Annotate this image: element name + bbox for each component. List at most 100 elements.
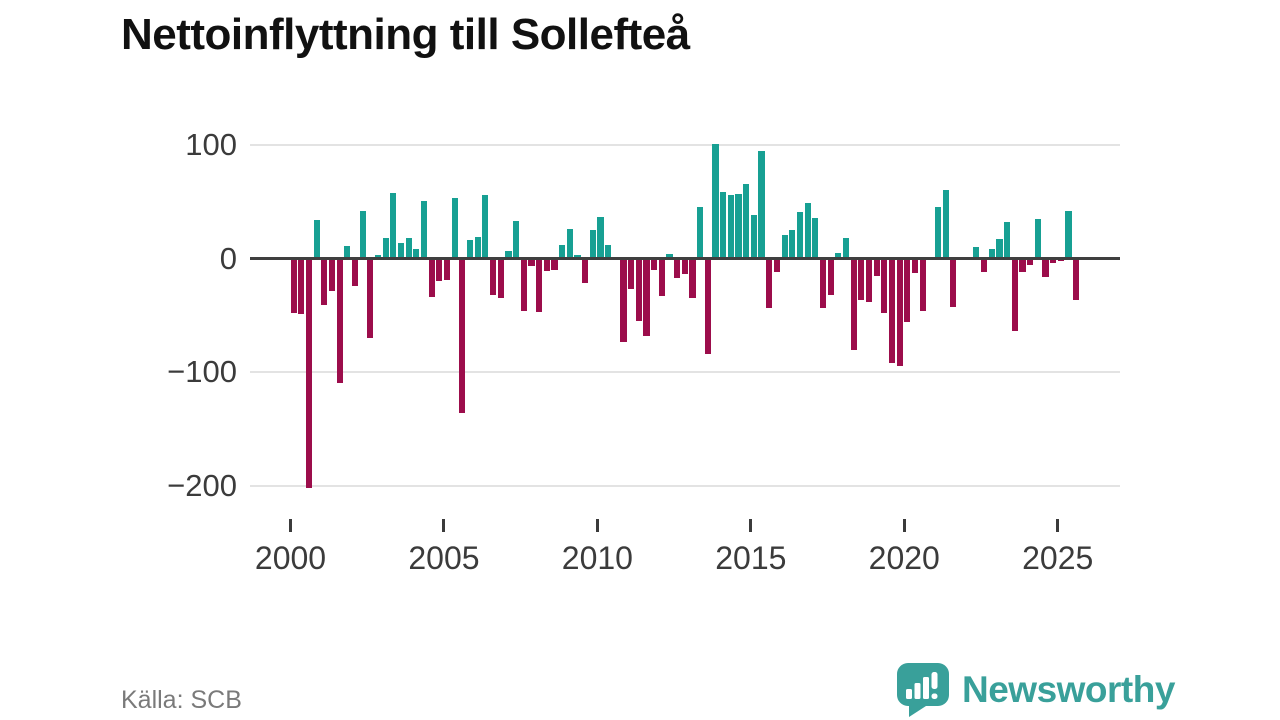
bar-2002-Q1 (351, 258, 359, 286)
bar-2007-Q4 (528, 258, 535, 267)
bar-2005-Q3 (459, 258, 466, 413)
bar-2016-Q4 (804, 202, 811, 259)
bar-2023-Q4 (1019, 258, 1026, 273)
bar-2016-Q3 (796, 211, 804, 259)
bar-2021-Q1 (934, 207, 942, 259)
bar-2020-Q2 (911, 258, 919, 274)
bar-2017-Q4 (835, 252, 842, 259)
bar-2018-Q2 (850, 258, 857, 351)
bar-2013-Q1 (689, 258, 696, 299)
newsworthy-brand: Newsworthy (896, 662, 1175, 718)
bar-chart-speech-bubble-icon (897, 663, 949, 717)
bar-2023-Q3 (1011, 258, 1018, 332)
bar-2011-Q3 (643, 258, 650, 336)
bar-2008-Q1 (536, 258, 543, 312)
bar-2009-Q2 (574, 255, 581, 259)
y-axis-label--200: −200 (167, 467, 237, 503)
bar-2009-Q3 (582, 258, 589, 284)
bar-2008-Q3 (551, 258, 558, 270)
bar-2003-Q3 (397, 242, 405, 259)
bar-2017-Q2 (819, 258, 827, 309)
gridline-100 (250, 144, 1120, 146)
y-axis-label--100: −100 (167, 354, 237, 389)
bar-2011-Q2 (635, 258, 642, 321)
bar-2008-Q4 (559, 244, 566, 259)
zero-axis-line (250, 257, 1120, 260)
bar-2010-Q2 (605, 244, 612, 259)
bar-2000-Q4 (313, 219, 320, 259)
bar-2024-Q1 (1027, 258, 1034, 266)
bar-2012-Q2 (666, 253, 673, 259)
bar-2024-Q3 (1042, 258, 1049, 277)
x-axis-label-2015: 2015 (715, 540, 787, 576)
bar-2003-Q4 (405, 238, 412, 259)
bar-2006-Q4 (497, 258, 504, 299)
gridline--200 (250, 484, 1120, 487)
bar-2019-Q2 (881, 258, 888, 313)
bar-2022-Q3 (980, 258, 988, 273)
bar-2013-Q3 (704, 258, 711, 354)
bar-2025-Q2 (1065, 210, 1072, 259)
x-axis-tick-2010 (595, 519, 599, 532)
bar-2014-Q3 (735, 193, 742, 259)
x-axis-tick-2015 (749, 519, 753, 532)
bar-2007-Q3 (520, 258, 527, 311)
source-label: Källa: SCB (121, 686, 242, 714)
bar-2006-Q2 (482, 194, 489, 259)
bar-2014-Q2 (727, 194, 734, 259)
x-axis-label-2010: 2010 (561, 540, 633, 576)
bar-2010-Q4 (620, 258, 627, 343)
x-axis-tick-2025 (1056, 519, 1060, 532)
bar-2006-Q1 (474, 236, 481, 259)
bar-2009-Q1 (566, 228, 573, 259)
bar-2005-Q1 (443, 258, 451, 281)
bar-2012-Q4 (681, 258, 688, 275)
bar-2006-Q3 (489, 258, 497, 295)
x-axis-label-2025: 2025 (1022, 540, 1094, 576)
bar-2015-Q3 (766, 258, 773, 309)
bar-2005-Q4 (466, 240, 474, 259)
bar-2022-Q4 (988, 249, 995, 259)
bar-2014-Q4 (743, 183, 750, 259)
bar-2003-Q1 (382, 238, 389, 259)
bar-2018-Q4 (865, 258, 873, 302)
bar-2000-Q2 (298, 258, 305, 315)
bar-2012-Q1 (658, 258, 665, 296)
bar-2002-Q4 (374, 255, 382, 259)
y-axis-label-100: 100 (185, 127, 237, 162)
bar-2004-Q3 (428, 258, 435, 298)
bar-2016-Q2 (789, 230, 796, 259)
bar-2013-Q4 (712, 143, 719, 259)
bar-2002-Q2 (359, 210, 366, 259)
bar-2023-Q1 (996, 239, 1003, 259)
bar-2015-Q2 (758, 150, 765, 259)
bar-2015-Q4 (773, 258, 781, 273)
bar-2001-Q4 (344, 246, 351, 259)
chart-title: Nettoinflyttning till Sollefteå (121, 10, 690, 59)
bar-2024-Q2 (1034, 218, 1041, 259)
bar-2019-Q3 (888, 258, 896, 363)
bar-2015-Q1 (750, 215, 757, 259)
bar-2000-Q1 (290, 258, 297, 313)
x-axis-label-2020: 2020 (868, 540, 940, 576)
bar-2007-Q1 (505, 250, 512, 259)
x-axis-label-2000: 2000 (254, 540, 327, 576)
bar-2004-Q2 (420, 200, 428, 259)
bar-2012-Q3 (674, 258, 681, 278)
bar-2008-Q2 (543, 258, 550, 271)
bar-2016-Q1 (781, 234, 788, 259)
bar-2024-Q4 (1050, 258, 1057, 264)
bar-2007-Q2 (512, 221, 520, 259)
bar-2019-Q1 (873, 258, 880, 276)
x-axis-tick-2020 (902, 519, 906, 532)
bar-2001-Q1 (321, 258, 328, 306)
bar-2025-Q3 (1073, 258, 1080, 301)
bar-2010-Q1 (597, 216, 604, 259)
bar-2013-Q2 (697, 207, 704, 259)
bar-2021-Q3 (950, 258, 957, 308)
bar-2011-Q1 (628, 258, 635, 290)
bar-2001-Q2 (328, 258, 336, 292)
bar-2019-Q4 (896, 258, 903, 367)
bar-2020-Q1 (904, 258, 911, 323)
